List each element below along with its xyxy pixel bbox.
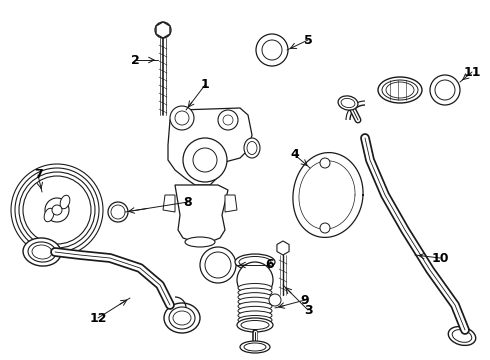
Text: 1: 1 xyxy=(200,78,209,91)
Ellipse shape xyxy=(44,208,54,222)
Circle shape xyxy=(430,75,460,105)
Circle shape xyxy=(108,202,128,222)
Polygon shape xyxy=(168,108,252,185)
Ellipse shape xyxy=(173,311,191,325)
Ellipse shape xyxy=(238,315,272,324)
Circle shape xyxy=(193,148,217,172)
Text: 6: 6 xyxy=(266,258,274,271)
Circle shape xyxy=(19,172,95,248)
Text: 12: 12 xyxy=(89,311,107,324)
Ellipse shape xyxy=(448,327,476,345)
Ellipse shape xyxy=(240,341,270,353)
Text: 9: 9 xyxy=(301,293,309,306)
Circle shape xyxy=(175,111,189,125)
Ellipse shape xyxy=(378,77,422,103)
Circle shape xyxy=(269,294,281,306)
Text: 2: 2 xyxy=(131,54,139,67)
Ellipse shape xyxy=(241,320,269,329)
Circle shape xyxy=(170,106,194,130)
Polygon shape xyxy=(225,195,237,212)
Ellipse shape xyxy=(382,80,418,100)
Ellipse shape xyxy=(341,98,355,108)
Ellipse shape xyxy=(238,284,272,292)
Ellipse shape xyxy=(338,96,358,110)
Ellipse shape xyxy=(60,195,70,209)
Text: 5: 5 xyxy=(304,33,313,46)
Circle shape xyxy=(45,198,69,222)
Text: 8: 8 xyxy=(184,195,192,208)
Circle shape xyxy=(11,164,103,256)
Ellipse shape xyxy=(28,242,56,262)
Ellipse shape xyxy=(452,330,472,342)
Ellipse shape xyxy=(386,82,414,98)
Circle shape xyxy=(262,40,282,60)
Circle shape xyxy=(320,158,330,168)
Ellipse shape xyxy=(169,307,195,329)
Circle shape xyxy=(256,34,288,66)
Circle shape xyxy=(205,252,231,278)
Ellipse shape xyxy=(235,254,275,270)
Ellipse shape xyxy=(185,237,215,247)
Circle shape xyxy=(15,168,99,252)
Ellipse shape xyxy=(32,245,52,259)
Circle shape xyxy=(218,110,238,130)
Ellipse shape xyxy=(238,293,272,302)
Ellipse shape xyxy=(244,138,260,158)
Circle shape xyxy=(237,262,273,298)
Circle shape xyxy=(111,205,125,219)
Text: 7: 7 xyxy=(34,168,42,181)
Text: 11: 11 xyxy=(463,66,481,78)
Polygon shape xyxy=(156,22,170,38)
Ellipse shape xyxy=(238,297,272,306)
Circle shape xyxy=(320,223,330,233)
Circle shape xyxy=(279,244,287,252)
Polygon shape xyxy=(277,241,289,255)
Circle shape xyxy=(435,80,455,100)
Polygon shape xyxy=(163,195,175,212)
Ellipse shape xyxy=(238,288,272,297)
Text: 4: 4 xyxy=(291,148,299,162)
Ellipse shape xyxy=(23,238,61,266)
Circle shape xyxy=(183,138,227,182)
Circle shape xyxy=(159,26,167,34)
Ellipse shape xyxy=(238,302,272,311)
Circle shape xyxy=(52,205,62,215)
Circle shape xyxy=(23,176,91,244)
Circle shape xyxy=(155,22,171,38)
Circle shape xyxy=(223,115,233,125)
Text: 3: 3 xyxy=(304,303,312,316)
Ellipse shape xyxy=(237,318,273,332)
Ellipse shape xyxy=(244,343,266,351)
Ellipse shape xyxy=(238,311,272,320)
Circle shape xyxy=(200,247,236,283)
Text: 10: 10 xyxy=(431,252,449,265)
Ellipse shape xyxy=(239,256,271,267)
Ellipse shape xyxy=(238,306,272,315)
Ellipse shape xyxy=(247,141,257,154)
Ellipse shape xyxy=(164,303,200,333)
Polygon shape xyxy=(175,185,228,242)
